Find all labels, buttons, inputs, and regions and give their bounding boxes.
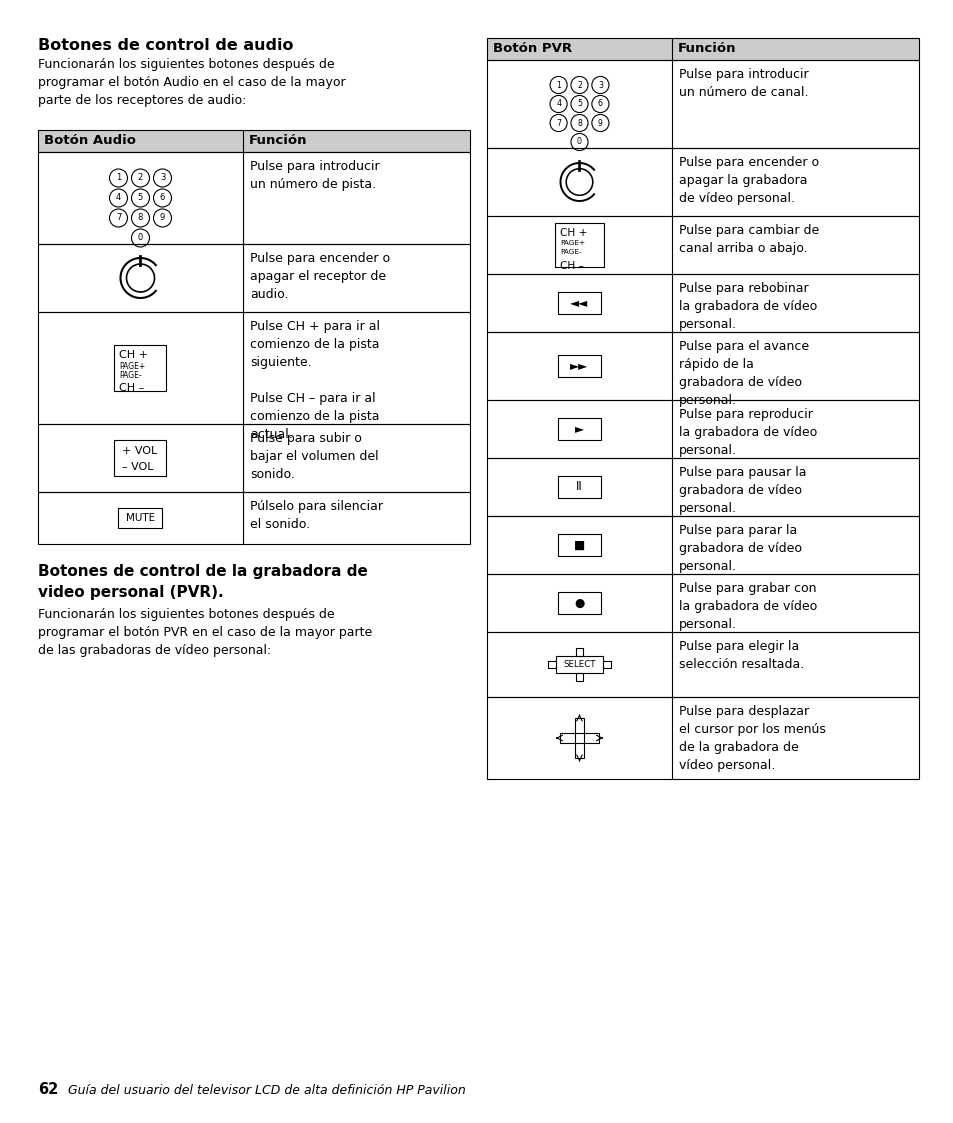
Bar	[38, 152, 470, 244]
Text: Pulse para cambiar de
canal arriba o abajo.: Pulse para cambiar de canal arriba o aba…	[679, 223, 819, 255]
Text: Guía del usuario del televisor LCD de alta definición HP Pavilion: Guía del usuario del televisor LCD de al…	[68, 1084, 465, 1097]
Text: 4: 4	[556, 100, 560, 109]
Text: 3: 3	[598, 81, 602, 90]
Text: Función: Función	[678, 42, 736, 55]
Text: 2: 2	[577, 81, 581, 90]
Bar	[486, 458, 918, 515]
Bar	[486, 400, 918, 458]
Text: PAGE-: PAGE-	[559, 249, 580, 255]
Text: Función: Función	[249, 134, 307, 147]
Text: 8: 8	[577, 119, 581, 128]
Text: Pulse para parar la
grabadora de vídeo
personal.: Pulse para parar la grabadora de vídeo p…	[679, 524, 801, 573]
Bar	[555, 223, 603, 267]
Text: 6: 6	[160, 193, 165, 202]
Bar	[38, 130, 470, 152]
Text: + VOL: + VOL	[122, 446, 157, 456]
Text: Botón Audio: Botón Audio	[44, 134, 136, 147]
Bar	[38, 312, 470, 424]
Text: ●: ●	[574, 596, 584, 610]
Bar	[486, 632, 918, 697]
Bar	[38, 244, 470, 312]
Bar	[118, 508, 162, 528]
Text: 5: 5	[577, 100, 581, 109]
Text: 62: 62	[38, 1081, 58, 1097]
Text: 1: 1	[115, 173, 121, 183]
Bar	[574, 718, 583, 758]
Text: Pulse para elegir la
selección resaltada.: Pulse para elegir la selección resaltada…	[679, 640, 803, 672]
Text: 8: 8	[137, 213, 143, 222]
Text: 9: 9	[598, 119, 602, 128]
Text: Funcionarán los siguientes botones después de
programar el botón PVR en el caso : Funcionarán los siguientes botones despu…	[38, 608, 372, 657]
Text: Pulse para introducir
un número de pista.: Pulse para introducir un número de pista…	[250, 159, 379, 191]
Text: Pulse para encender o
apagar la grabadora
de vídeo personal.: Pulse para encender o apagar la grabador…	[679, 156, 819, 206]
Text: 2: 2	[138, 173, 143, 183]
Bar	[38, 492, 470, 544]
Text: ◄◄: ◄◄	[570, 296, 588, 310]
Bar	[558, 533, 600, 556]
Text: Pulse para desplazar
el cursor por los menús
de la grabadora de
vídeo personal.: Pulse para desplazar el cursor por los m…	[679, 705, 825, 772]
Bar	[486, 274, 918, 332]
Text: Púlselo para silenciar
el sonido.: Púlselo para silenciar el sonido.	[250, 500, 382, 531]
Bar	[486, 332, 918, 400]
Bar	[486, 38, 918, 60]
Bar	[575, 648, 582, 656]
Text: CH –: CH –	[559, 262, 583, 271]
Bar	[558, 292, 600, 314]
Text: Botones de control de audio: Botones de control de audio	[38, 38, 294, 53]
Bar	[486, 60, 918, 148]
Text: Pulse para reproducir
la grabadora de vídeo
personal.: Pulse para reproducir la grabadora de ví…	[679, 408, 817, 457]
Bar	[486, 515, 918, 574]
Text: Pulse para introducir
un número de canal.: Pulse para introducir un número de canal…	[679, 69, 808, 99]
Text: II: II	[576, 481, 582, 493]
Text: 1: 1	[556, 81, 560, 90]
Text: 4: 4	[115, 193, 121, 202]
Text: 7: 7	[115, 213, 121, 222]
Bar	[486, 216, 918, 274]
Text: Pulse para rebobinar
la grabadora de vídeo
personal.: Pulse para rebobinar la grabadora de víd…	[679, 282, 817, 331]
Text: Pulse para encender o
apagar el receptor de
audio.: Pulse para encender o apagar el receptor…	[250, 252, 390, 301]
Bar	[602, 660, 610, 668]
Bar	[558, 592, 600, 614]
Text: 9: 9	[160, 213, 165, 222]
Bar	[559, 733, 598, 742]
Text: CH +: CH +	[119, 350, 149, 360]
Bar	[548, 660, 556, 668]
Text: 5: 5	[138, 193, 143, 202]
Bar	[114, 345, 167, 391]
Bar	[486, 148, 918, 216]
Text: PAGE-: PAGE-	[119, 371, 142, 380]
Text: ■: ■	[574, 539, 584, 551]
Bar	[38, 424, 470, 492]
Text: Botones de control de la grabadora de
video personal (PVR).: Botones de control de la grabadora de vi…	[38, 564, 368, 600]
Text: 0: 0	[138, 234, 143, 243]
Bar	[486, 697, 918, 779]
Text: Pulse para el avance
rápido de la
grabadora de vídeo
personal.: Pulse para el avance rápido de la grabad…	[679, 340, 808, 407]
Text: ►: ►	[575, 422, 583, 436]
Text: Botón PVR: Botón PVR	[493, 42, 572, 55]
Bar	[575, 673, 582, 681]
Bar	[558, 476, 600, 499]
Text: 6: 6	[598, 100, 602, 109]
Bar	[558, 418, 600, 440]
Text: PAGE+: PAGE+	[119, 362, 146, 371]
Text: – VOL: – VOL	[122, 462, 153, 472]
Text: Pulse para subir o
bajar el volumen del
sonido.: Pulse para subir o bajar el volumen del …	[250, 432, 378, 481]
Text: 7: 7	[556, 119, 560, 128]
Text: Pulse CH + para ir al
comienzo de la pista
siguiente.

Pulse CH – para ir al
com: Pulse CH + para ir al comienzo de la pis…	[250, 320, 379, 441]
Text: 0: 0	[577, 137, 581, 146]
Text: SELECT: SELECT	[562, 660, 595, 669]
Bar	[558, 355, 600, 377]
Bar	[486, 574, 918, 632]
Text: CH +: CH +	[559, 228, 587, 238]
Text: CH –: CH –	[119, 383, 145, 393]
Text: 3: 3	[160, 173, 165, 183]
Bar	[556, 656, 602, 673]
Text: MUTE: MUTE	[126, 513, 155, 523]
Text: Funcionarán los siguientes botones después de
programar el botón Audio en el cas: Funcionarán los siguientes botones despu…	[38, 58, 345, 107]
Text: PAGE+: PAGE+	[559, 240, 584, 246]
Bar	[114, 440, 167, 476]
Text: Pulse para grabar con
la grabadora de vídeo
personal.: Pulse para grabar con la grabadora de ví…	[679, 582, 817, 631]
Text: Pulse para pausar la
grabadora de vídeo
personal.: Pulse para pausar la grabadora de vídeo …	[679, 466, 805, 515]
Text: ►►: ►►	[570, 359, 588, 373]
